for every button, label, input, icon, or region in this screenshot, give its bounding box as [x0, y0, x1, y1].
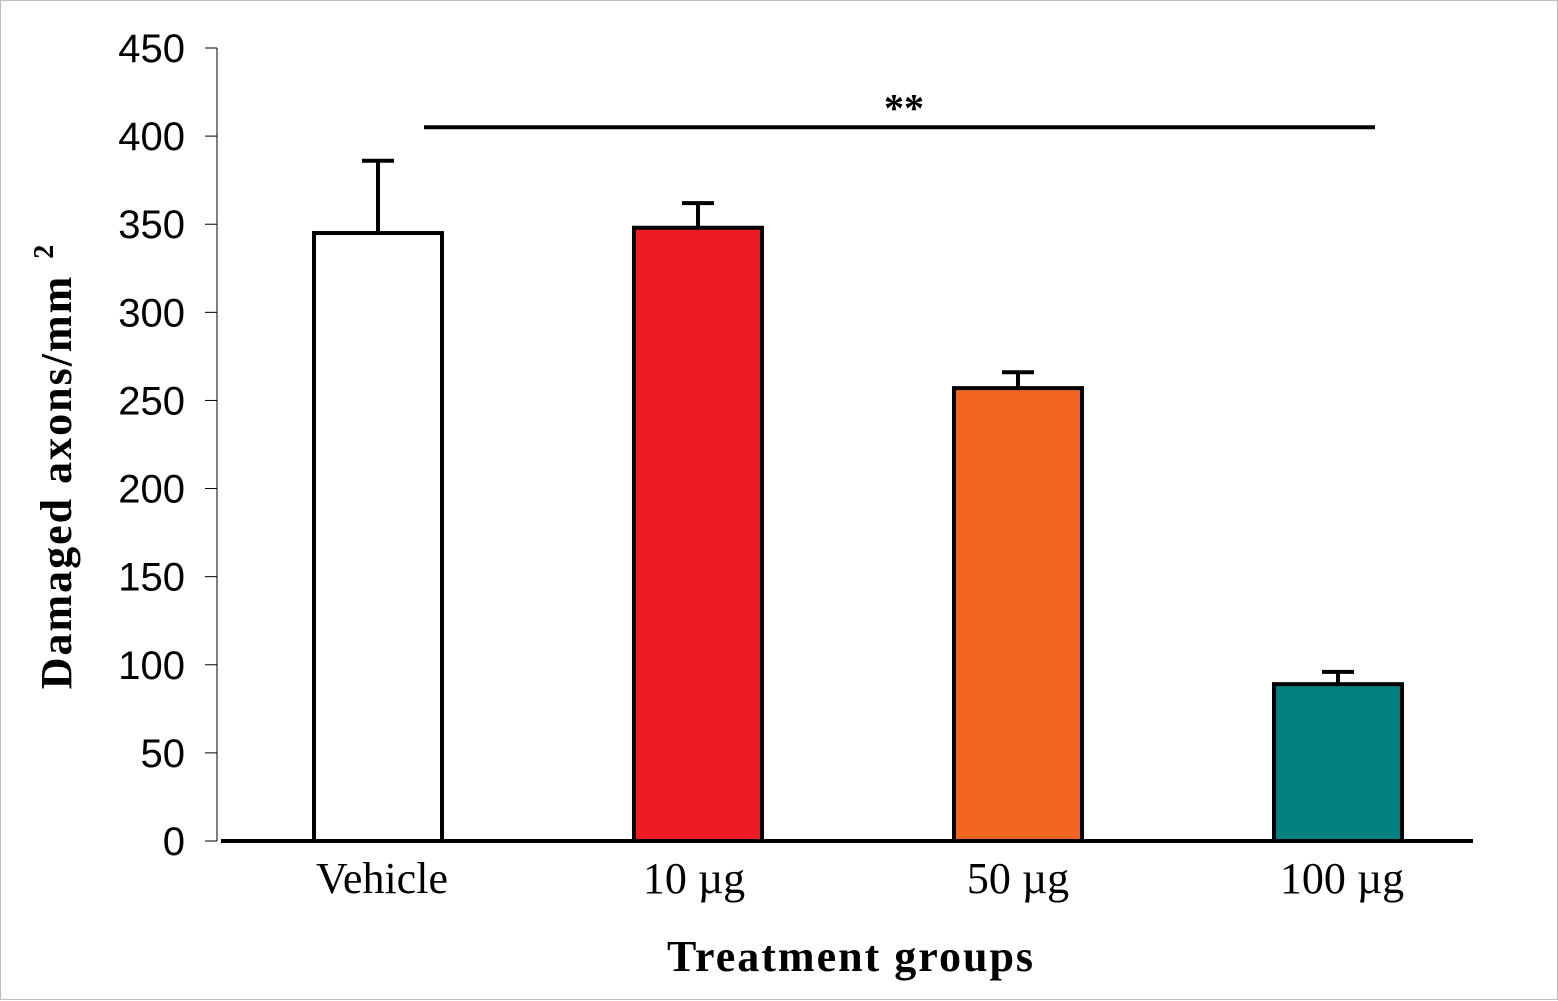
- y-tick-label: 0: [163, 820, 185, 864]
- x-axis: Vehicle 10 µg 50 µg 100 µg: [221, 839, 1473, 903]
- significance-annotation: **: [424, 85, 1375, 130]
- y-tick-label: 200: [118, 468, 185, 512]
- y-tick-label: 350: [118, 203, 185, 247]
- y-axis-title: Damaged axons/mm 2: [29, 243, 81, 690]
- y-tick-label: 250: [118, 379, 185, 423]
- significance-label: **: [884, 85, 924, 130]
- x-tick-label: Vehicle: [316, 854, 448, 903]
- y-tick-label: 150: [118, 556, 185, 600]
- y-tick-label: 100: [118, 644, 185, 688]
- x-axis-title: Treatment groups: [667, 932, 1035, 981]
- y-axis: 0 50 100 150 200 250 300 350 400 450: [118, 27, 218, 864]
- bar-1: [312, 231, 444, 844]
- y-tick-label: 300: [118, 291, 185, 335]
- y-axis-title-text: Damaged axons/mm: [32, 275, 81, 690]
- y-tick-label: 450: [118, 27, 185, 71]
- bar-2: [632, 225, 764, 844]
- bar-3: [952, 386, 1084, 843]
- x-tick-label: 100 µg: [1280, 854, 1404, 903]
- x-tick-label: 50 µg: [967, 854, 1069, 903]
- y-tick-label: 50: [141, 732, 186, 776]
- y-axis-title-superscript: 2: [29, 243, 60, 259]
- bars: [312, 158, 1404, 844]
- y-tick-label: 400: [118, 115, 185, 159]
- x-tick-label: 10 µg: [643, 854, 745, 903]
- bar-4: [1272, 682, 1404, 844]
